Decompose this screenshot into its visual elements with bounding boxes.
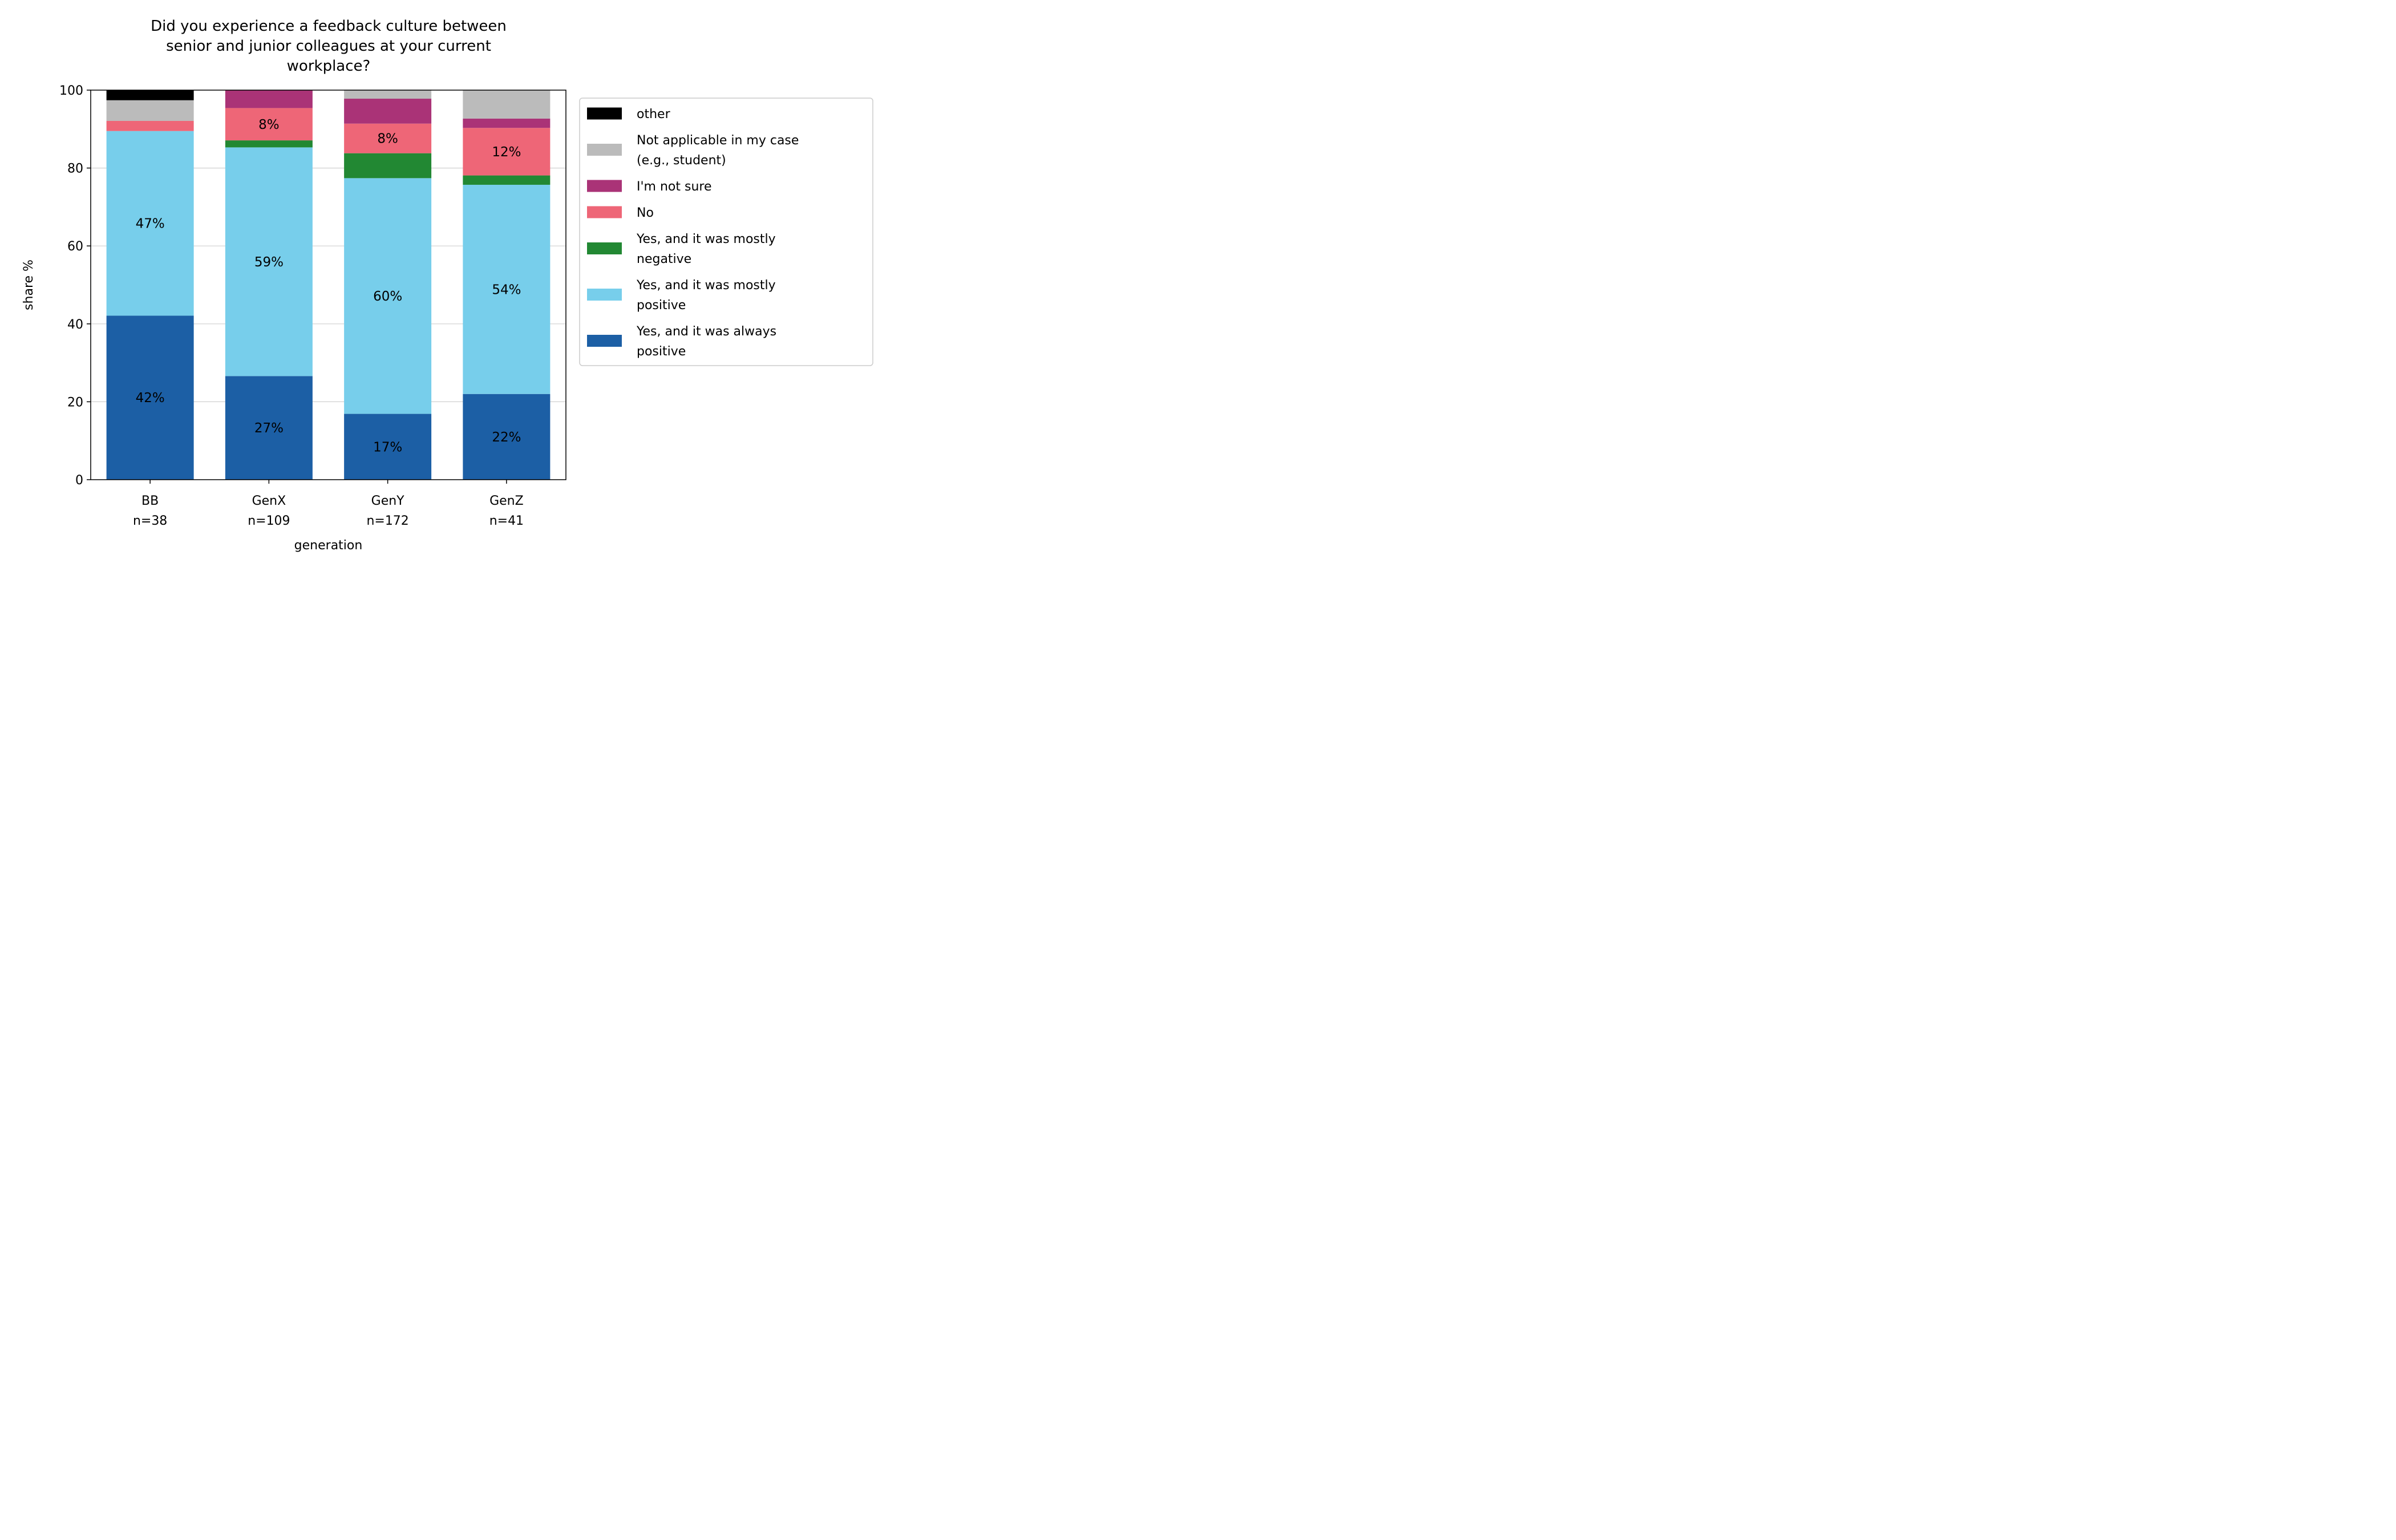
legend-label: positive — [637, 345, 686, 359]
legend-item: No — [587, 206, 654, 220]
bar-value-label: 47% — [136, 217, 165, 232]
chart-title: Did you experience a feedback culture be… — [151, 18, 507, 75]
legend-label: I'm not sure — [637, 180, 711, 194]
y-tick-label: 80 — [67, 162, 83, 176]
x-tick-sample-size: n=109 — [248, 514, 290, 528]
y-tick-label: 100 — [59, 84, 83, 98]
y-axis: 0 20 40 60 80 100 — [59, 84, 91, 488]
y-tick-label: 60 — [67, 240, 83, 254]
bar-segment — [344, 99, 432, 124]
bar-value-label: 59% — [254, 255, 284, 270]
bar-value-label: 22% — [492, 430, 521, 445]
plot-frame — [90, 90, 566, 480]
chart-title-line: Did you experience a feedback culture be… — [151, 18, 507, 35]
legend-swatch — [587, 180, 622, 192]
chart-title-line: senior and junior colleagues at your cur… — [166, 38, 491, 55]
legend-item: Yes, and it was mostly positive — [587, 278, 776, 313]
legend-label: Yes, and it was mostly — [636, 232, 776, 246]
legend-item: Yes, and it was mostly negative — [587, 232, 776, 266]
legend-item: Yes, and it was always positive — [587, 325, 776, 359]
bar-value-label: 54% — [492, 282, 521, 297]
bar-segment — [344, 414, 432, 480]
legend-swatch — [587, 206, 622, 218]
x-tick-sample-size: n=38 — [133, 514, 167, 528]
y-tick-label: 0 — [75, 473, 83, 488]
legend-swatch — [587, 335, 622, 347]
bar-segment — [463, 184, 551, 394]
x-tick-label: GenX — [252, 494, 286, 508]
bar-segment — [225, 108, 313, 141]
legend-label: other — [637, 107, 671, 121]
y-tick-label: 20 — [67, 395, 83, 410]
bars — [106, 90, 551, 480]
legend-item: other — [587, 107, 671, 121]
bar-value-label: 60% — [373, 289, 402, 304]
y-tick-label: 40 — [67, 318, 83, 332]
legend-label: Yes, and it was always — [636, 325, 776, 339]
bar-segment — [225, 140, 313, 148]
bar-segment — [106, 131, 194, 316]
legend-swatch — [587, 242, 622, 254]
bar-segment — [344, 178, 432, 414]
bar-value-label: 42% — [136, 391, 165, 406]
bar-segment — [463, 175, 551, 185]
bar-labels: 42% 27% 17% 22% 47% 59% 60% 54% 8% 8% 12% — [136, 117, 521, 455]
bar-segment — [344, 123, 432, 153]
x-tick-label: BB — [141, 494, 159, 508]
legend-label: Yes, and it was mostly — [636, 278, 776, 293]
legend-label: (e.g., student) — [637, 153, 726, 168]
legend-swatch — [587, 144, 622, 156]
x-tick-label: GenY — [371, 494, 405, 508]
bar-segment — [106, 90, 194, 100]
legend-item: I'm not sure — [587, 180, 711, 194]
bar-value-label: 17% — [373, 440, 402, 455]
legend: other Not applicable in my case (e.g., stu… — [579, 98, 873, 366]
chart-title-line: workplace? — [287, 58, 371, 75]
bar-value-label: 8% — [377, 132, 398, 147]
bar-segment — [463, 128, 551, 176]
bar-segment — [463, 118, 551, 128]
x-tick-sample-size: n=41 — [489, 514, 524, 528]
bar-segment — [106, 315, 194, 480]
feedback-culture-chart: Did you experience a feedback culture be… — [22, 18, 873, 553]
bar-segment — [463, 394, 551, 480]
y-axis-label: share % — [22, 260, 36, 310]
legend-label: No — [637, 206, 654, 220]
bar-segment — [225, 147, 313, 376]
bar-segment — [344, 153, 432, 179]
legend-box — [579, 98, 873, 366]
bar-segment — [106, 100, 194, 121]
x-tick-label: GenZ — [489, 494, 524, 508]
x-axis-label: generation — [294, 538, 363, 553]
legend-swatch — [587, 107, 622, 120]
bar-value-label: 12% — [492, 145, 521, 160]
bar-segment — [106, 120, 194, 131]
legend-label: Not applicable in my case — [637, 133, 799, 148]
bar-segment — [463, 90, 551, 119]
x-axis: BB n=38 GenX n=109 GenY n=172 GenZ n=41 — [133, 480, 524, 528]
bar-segment — [344, 90, 432, 99]
legend-item: Not applicable in my case (e.g., student) — [587, 133, 799, 168]
legend-label: negative — [637, 252, 691, 266]
bar-segment — [225, 376, 313, 480]
x-tick-sample-size: n=172 — [366, 514, 408, 528]
bar-value-label: 8% — [258, 117, 280, 132]
bar-segment — [225, 90, 313, 108]
legend-label: positive — [637, 298, 686, 313]
legend-swatch — [587, 289, 622, 301]
bar-value-label: 27% — [254, 421, 284, 436]
